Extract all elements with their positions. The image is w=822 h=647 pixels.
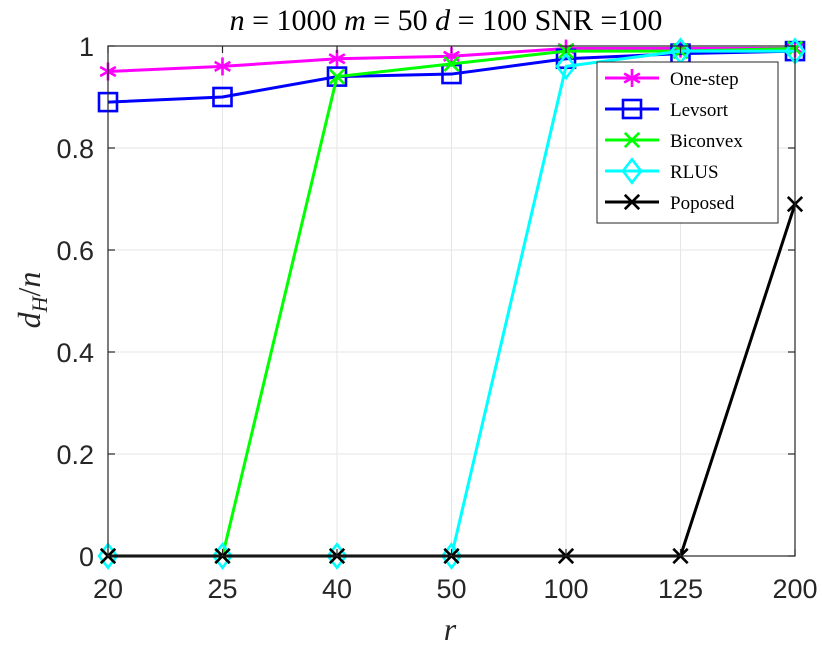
tick-labels: 20 25 40 50 100 125 200 0 0.2 0.4 0.6 0.8 1 <box>56 32 817 604</box>
legend-item-levsort: Levsort <box>605 98 729 121</box>
y-tick-label: 0.8 <box>56 134 94 164</box>
x-tick-label: 50 <box>436 574 466 604</box>
x-tick-label: 100 <box>543 574 588 604</box>
title-part: n <box>230 4 245 37</box>
legend-marker <box>623 69 641 87</box>
legend-item-biconvex: Biconvex <box>605 131 743 152</box>
x-tick-label: 40 <box>322 574 352 604</box>
data-point <box>440 542 463 570</box>
data-point <box>443 55 460 72</box>
x-tick-label: 200 <box>772 574 817 604</box>
data-point <box>97 542 119 570</box>
x-axis-label: r <box>444 611 457 647</box>
title-part: = 50 <box>366 4 435 37</box>
legend-label: Levsort <box>670 100 729 121</box>
title-part: d <box>435 4 451 37</box>
title-part: = 100 SNR =100 <box>450 4 662 37</box>
legend-label: Biconvex <box>670 131 743 152</box>
legend-marker <box>623 131 641 149</box>
legend-label: One-step <box>670 69 739 90</box>
x-tick-label: 125 <box>658 574 703 604</box>
legend-marker <box>621 98 643 120</box>
y-tick-label: 1 <box>79 32 94 62</box>
legend-label: RLUS <box>670 162 719 183</box>
legend-label: Poposed <box>670 193 735 214</box>
data-point <box>555 52 577 81</box>
x-tick-label: 20 <box>93 574 123 604</box>
y-tick-label: 0.2 <box>56 440 94 470</box>
data-point <box>212 86 233 108</box>
y-tick-label: 0.4 <box>56 338 94 368</box>
y-axis-label: dH/n <box>11 272 52 329</box>
data-point <box>214 57 231 76</box>
legend-marker <box>623 193 641 211</box>
legend: One-step Levsort Biconvex RLUS Poposed <box>596 61 779 224</box>
y-tick-label: 0 <box>79 542 94 572</box>
data-point <box>211 542 234 570</box>
axes <box>107 45 796 557</box>
legend-item-one-step: One-step <box>605 69 739 90</box>
y-tick-label: 0.6 <box>56 236 94 266</box>
x-tick-label: 25 <box>207 574 237 604</box>
legend-marker <box>621 157 643 185</box>
legend-item-poposed: Poposed <box>605 193 735 214</box>
data-point <box>326 542 348 570</box>
legend-item-rlus: RLUS <box>605 157 719 185</box>
series-line <box>107 49 796 104</box>
title-part: = 1000 <box>245 4 344 37</box>
title-part: m <box>344 4 366 37</box>
chart-title: n = 1000 m = 50 d = 100 SNR =100 <box>230 4 663 37</box>
data-point <box>328 68 346 85</box>
